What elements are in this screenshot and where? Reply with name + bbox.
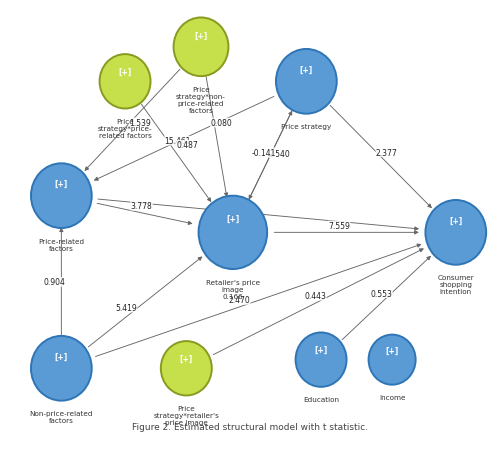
Text: [+]: [+] <box>386 346 398 355</box>
Text: [+]: [+] <box>300 65 313 75</box>
Text: Consumer
shopping
intention: Consumer shopping intention <box>438 275 474 294</box>
Ellipse shape <box>174 19 229 77</box>
Text: Price-related
factors: Price-related factors <box>38 238 84 251</box>
Text: Education: Education <box>303 396 339 402</box>
Ellipse shape <box>368 335 416 385</box>
Text: 15.461: 15.461 <box>164 137 191 146</box>
Text: 5.419: 5.419 <box>116 303 137 313</box>
Text: Income: Income <box>379 394 406 400</box>
Text: 2.470: 2.470 <box>228 296 250 305</box>
Text: 0.487: 0.487 <box>176 141 198 150</box>
Text: 2.377: 2.377 <box>376 148 398 157</box>
Text: [+]: [+] <box>118 67 132 76</box>
Text: 0.443: 0.443 <box>304 292 326 300</box>
Text: 2.540: 2.540 <box>269 150 290 158</box>
Text: Price strategy: Price strategy <box>281 124 332 130</box>
Text: 1.539: 1.539 <box>129 119 150 128</box>
Ellipse shape <box>276 50 336 114</box>
Ellipse shape <box>198 196 267 269</box>
Text: [+]: [+] <box>449 216 462 225</box>
Text: -0.141: -0.141 <box>251 148 276 157</box>
Ellipse shape <box>161 341 212 395</box>
Text: Price
strategy*retailer's
price image: Price strategy*retailer's price image <box>154 405 219 425</box>
Ellipse shape <box>31 336 92 401</box>
Text: Retailer's price
image
0.166: Retailer's price image 0.166 <box>206 279 260 299</box>
Ellipse shape <box>100 55 150 109</box>
Text: 4.351: 4.351 <box>232 202 254 211</box>
Text: Figure 2. Estimated structural model with t statistic.: Figure 2. Estimated structural model wit… <box>132 422 368 431</box>
Text: 0.080: 0.080 <box>210 119 233 128</box>
Ellipse shape <box>296 333 346 387</box>
Text: Price
strategy*non-
price-related
factors: Price strategy*non- price-related factor… <box>176 87 226 113</box>
Text: [+]: [+] <box>226 214 239 224</box>
Text: 3.778: 3.778 <box>130 202 152 211</box>
Text: [+]: [+] <box>314 345 328 354</box>
Text: Price
strategy*price-
related factors: Price strategy*price- related factors <box>98 119 152 139</box>
Ellipse shape <box>426 200 486 265</box>
Text: Non-price-related
factors: Non-price-related factors <box>30 410 93 423</box>
Text: [+]: [+] <box>54 180 68 188</box>
Text: [+]: [+] <box>194 32 207 41</box>
Text: 0.553: 0.553 <box>370 289 392 298</box>
Text: [+]: [+] <box>54 352 68 361</box>
Text: 0.904: 0.904 <box>43 278 65 287</box>
Ellipse shape <box>31 164 92 229</box>
Text: [+]: [+] <box>180 354 193 363</box>
Text: 7.559: 7.559 <box>328 221 350 231</box>
